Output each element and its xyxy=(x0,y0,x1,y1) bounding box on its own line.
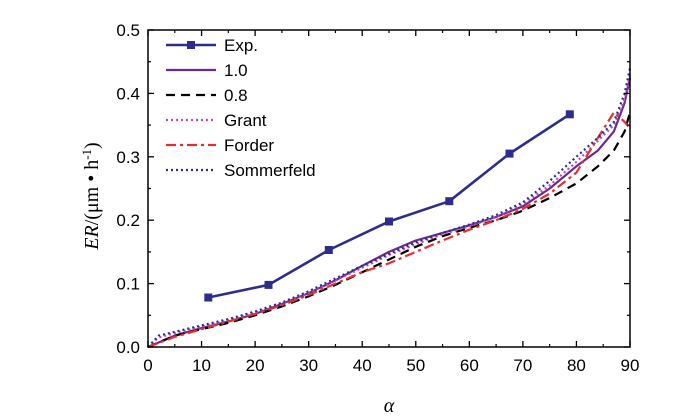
legend-label-1-0: 1.0 xyxy=(224,61,248,80)
exp-data-point xyxy=(505,149,514,158)
exp-data-point xyxy=(385,217,393,226)
x-tick-label: 80 xyxy=(567,356,586,375)
y-axis-title: ER/(μm • h-1) xyxy=(79,142,103,250)
legend: Exp. 1.0 0.8 Grant Forder Sommerfeld xyxy=(166,36,316,180)
x-tick-label: 60 xyxy=(460,356,479,375)
x-tick-label: 90 xyxy=(621,356,640,375)
series-line-0-8 xyxy=(147,112,632,349)
x-tick-label: 50 xyxy=(406,356,425,375)
exp-data-point xyxy=(445,197,454,206)
x-tick-label: 20 xyxy=(246,356,265,375)
legend-marker-exp xyxy=(187,41,195,49)
x-tick-label: 0 xyxy=(143,356,152,375)
plot-area xyxy=(147,67,632,349)
y-tick-label: 0.5 xyxy=(116,21,140,40)
x-tick-label: 10 xyxy=(192,356,211,375)
y-axis-title-unit: /(μm • h xyxy=(81,160,103,226)
legend-label-exp: Exp. xyxy=(224,36,258,55)
series-line-sommerfeld xyxy=(147,67,632,348)
exp-data-point xyxy=(565,110,574,119)
legend-label-0-8: 0.8 xyxy=(224,86,248,105)
y-axis-title-er: ER xyxy=(81,225,103,250)
axes: 0 10 20 30 40 50 60 70 80 90 0.0 0.1 0.2 0.3 0.4 0.5 xyxy=(116,21,639,375)
y-tick-label: 0.2 xyxy=(116,211,140,230)
y-tick-label: 0.0 xyxy=(116,338,140,357)
x-tick-label: 40 xyxy=(353,356,372,375)
series-line-forder xyxy=(147,111,631,349)
y-tick-label: 0.4 xyxy=(116,84,140,103)
series-line-grant xyxy=(147,74,632,348)
exp-data-point xyxy=(204,293,213,302)
x-axis-title: α xyxy=(384,395,395,417)
exp-data-point xyxy=(264,280,273,289)
plot-frame xyxy=(147,29,631,348)
legend-label-forder: Forder xyxy=(224,136,274,155)
x-tick-label: 70 xyxy=(513,356,532,375)
exp-data-point xyxy=(324,246,333,254)
y-axis-title-exponent: -1 xyxy=(79,149,94,160)
legend-label-sommerfeld: Sommerfeld xyxy=(224,161,316,180)
legend-label-grant: Grant xyxy=(224,111,267,130)
y-axis-title-close: ) xyxy=(81,142,103,149)
x-tick-label: 30 xyxy=(299,356,318,375)
y-tick-label: 0.3 xyxy=(116,148,140,167)
series-line-1-0 xyxy=(147,77,632,349)
y-tick-label: 0.1 xyxy=(116,275,140,294)
